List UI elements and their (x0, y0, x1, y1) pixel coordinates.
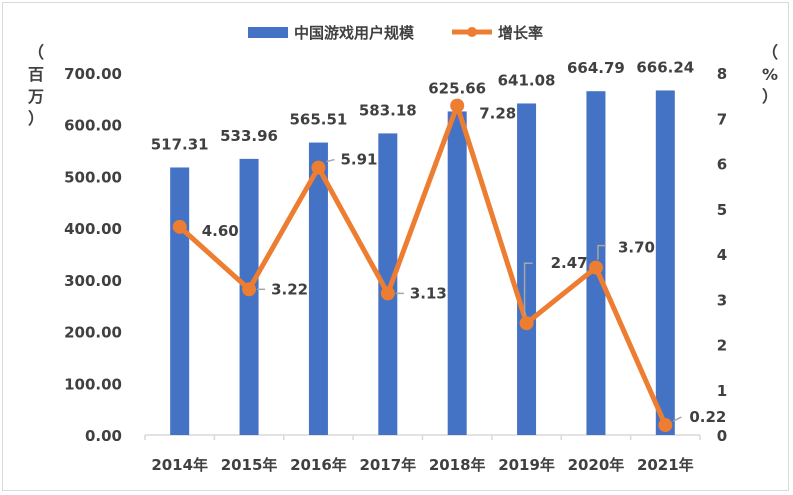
bar-data-label: 641.08 (498, 71, 556, 89)
bar-2015年 (239, 158, 259, 435)
bar-2017年 (378, 133, 398, 435)
x-tick-label: 2018年 (429, 456, 486, 474)
right-tick-label: 8 (717, 65, 727, 83)
bar-2018年 (447, 111, 467, 435)
bar-data-label: 565.51 (289, 111, 347, 129)
line-point-2019年 (519, 316, 534, 331)
left-axis-title: 百 (28, 65, 44, 84)
left-tick-label: 100.00 (64, 375, 122, 393)
x-tick-label: 2019年 (498, 456, 555, 474)
line-point-2015年 (242, 282, 257, 297)
right-axis-title: （ (762, 43, 778, 62)
right-tick-label: 5 (717, 201, 727, 219)
x-tick-label: 2020年 (568, 456, 625, 474)
left-tick-label: 700.00 (64, 65, 122, 83)
right-tick-label: 6 (717, 156, 727, 174)
line-data-label: 5.91 (340, 151, 377, 169)
line-point-2016年 (311, 160, 326, 175)
bar-data-label: 664.79 (567, 59, 625, 77)
left-axis-title: ） (28, 109, 44, 128)
leader-line (597, 244, 606, 260)
bar-2021年 (655, 90, 675, 435)
right-tick-label: 7 (717, 110, 727, 128)
legend-bar-swatch (248, 27, 288, 38)
line-data-label: 0.22 (689, 408, 726, 426)
left-tick-label: 500.00 (64, 168, 122, 186)
line-data-label: 2.47 (551, 254, 588, 272)
growth-rate-line (178, 103, 668, 427)
x-tick-label: 2015年 (221, 456, 278, 474)
left-tick-label: 200.00 (64, 324, 122, 342)
bar-2014年 (170, 167, 190, 436)
leader-line (326, 158, 335, 163)
bar-data-label: 625.66 (428, 79, 486, 97)
x-tick-label: 2017年 (359, 456, 416, 474)
legend-line-label: 增长率 (498, 24, 543, 42)
left-tick-label: 300.00 (64, 272, 122, 290)
bar-data-label: 517.31 (151, 135, 209, 153)
line-data-label: 4.60 (202, 222, 239, 240)
leader-line (672, 416, 682, 422)
left-tick-label: 400.00 (64, 220, 122, 238)
bar-data-label: 533.96 (220, 127, 278, 145)
line-point-2014年 (172, 219, 187, 234)
bar-data-label: 583.18 (359, 101, 417, 119)
right-tick-label: 0 (717, 427, 727, 445)
legend-line-marker (467, 27, 477, 37)
right-tick-label: 4 (717, 246, 727, 264)
right-axis-title: ） (762, 87, 778, 106)
left-tick-label: 600.00 (64, 117, 122, 135)
x-tick-label: 2014年 (151, 456, 208, 474)
line-point-2018年 (450, 98, 465, 113)
right-tick-label: 3 (717, 291, 727, 309)
right-tick-label: 2 (717, 337, 727, 355)
line-data-label: 3.22 (271, 280, 308, 298)
left-axis-title: 万 (27, 87, 44, 106)
bar-2016年 (308, 142, 328, 435)
left-axis-title: （ (28, 43, 44, 62)
bar-2019年 (517, 103, 537, 435)
line-data-label: 3.70 (618, 239, 655, 257)
right-axis-title: % (762, 65, 778, 84)
line-point-2020年 (588, 260, 603, 275)
bar-data-label: 666.24 (636, 58, 694, 76)
line-point-2017年 (380, 286, 395, 301)
legend-bar-label: 中国游戏用户规模 (294, 24, 415, 42)
leader-line (523, 262, 533, 316)
right-tick-label: 1 (717, 382, 727, 400)
x-tick-label: 2016年 (290, 456, 347, 474)
x-tick-label: 2021年 (637, 456, 694, 474)
line-point-2021年 (658, 418, 673, 433)
line-data-label: 7.28 (479, 105, 516, 123)
line-data-label: 3.13 (410, 284, 447, 302)
left-tick-label: 0.00 (85, 427, 122, 445)
